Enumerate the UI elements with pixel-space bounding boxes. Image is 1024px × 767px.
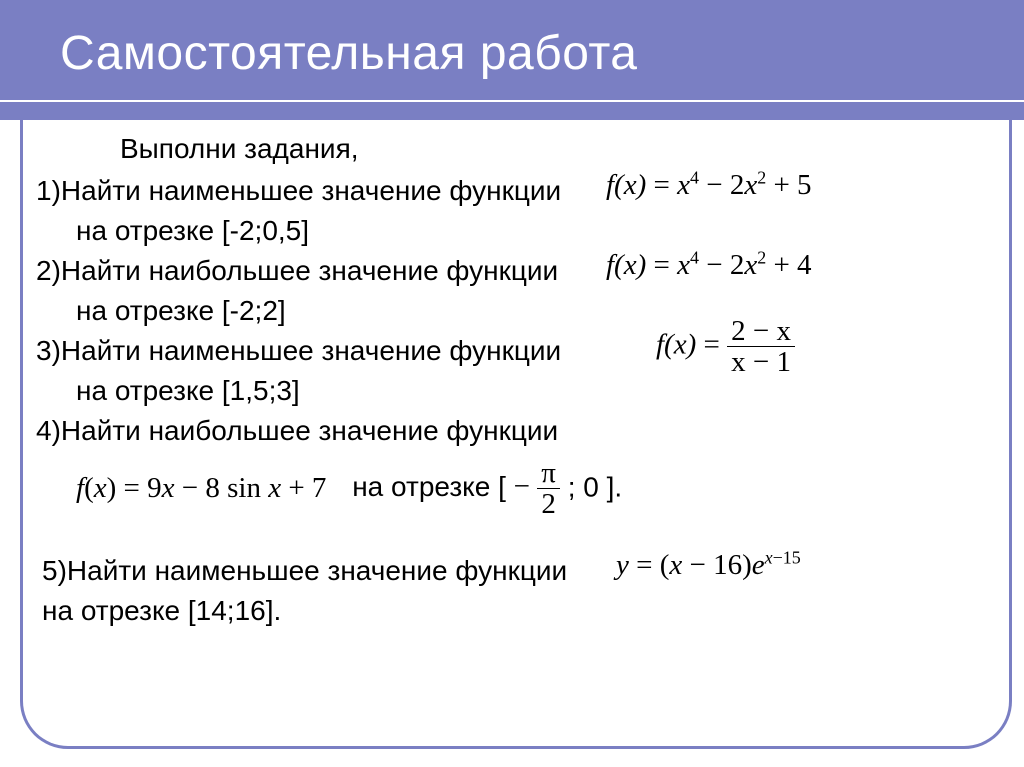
task-3-line-2: на отрезке [1,5;3]	[36, 372, 1004, 412]
task-4-after: ; 0 ].	[568, 471, 622, 502]
intro-text: Выполни задания,	[36, 130, 1004, 168]
task-5-text: 5)Найти наименьшее значение функции	[36, 555, 567, 586]
task-4-line-1: 4)Найти наибольшее значение функции	[36, 412, 1004, 452]
task-3-line-1: 3)Найти наименьшее значение функции f(x)…	[36, 332, 1004, 372]
task-4-line-2: f(x) = 9x − 8 sin x + 7 на отрезке [ − π…	[36, 452, 1004, 526]
task-4-formula: f(x) = 9x − 8 sin x + 7	[76, 469, 326, 508]
task-1-formula: f(x) = x4 − 2x2 + 5	[606, 166, 812, 205]
task-2-line-2: на отрезке [-2;2]	[36, 292, 1004, 332]
title-divider	[0, 100, 1024, 102]
task-1-text: 1)Найти наименьшее значение функции	[36, 175, 561, 206]
task-5-line-2: на отрезке [14;16].	[36, 592, 1004, 632]
task-4-limit: − π 2	[514, 458, 560, 520]
task-3-text: 3)Найти наименьшее значение функции	[36, 335, 561, 366]
task-3-formula: f(x) = 2 − x x − 1	[656, 316, 795, 378]
slide: Самостоятельная работа Выполни задания, …	[0, 0, 1024, 767]
task-5-line-1: 5)Найти наименьшее значение функции y = …	[36, 552, 1004, 592]
task-2-formula: f(x) = x4 − 2x2 + 4	[606, 246, 812, 285]
task-2-text: 2)Найти наибольшее значение функции	[36, 255, 558, 286]
slide-body: Выполни задания, 1)Найти наименьшее знач…	[36, 130, 1004, 632]
slide-title: Самостоятельная работа	[0, 0, 1024, 81]
task-4-limit-fraction: π 2	[537, 458, 560, 520]
task-4-mid: на отрезке [	[334, 471, 506, 502]
task-3-fraction: 2 − x x − 1	[727, 316, 795, 378]
title-banner: Самостоятельная работа	[0, 0, 1024, 120]
task-1-line-2: на отрезке [-2;0,5]	[36, 212, 1004, 252]
task-1-line-1: 1)Найти наименьшее значение функции f(x)…	[36, 172, 1004, 212]
task-5-formula: y = (x − 16)ex−15	[616, 546, 801, 585]
spacer	[36, 526, 1004, 552]
task-2-line-1: 2)Найти наибольшее значение функции f(x)…	[36, 252, 1004, 292]
